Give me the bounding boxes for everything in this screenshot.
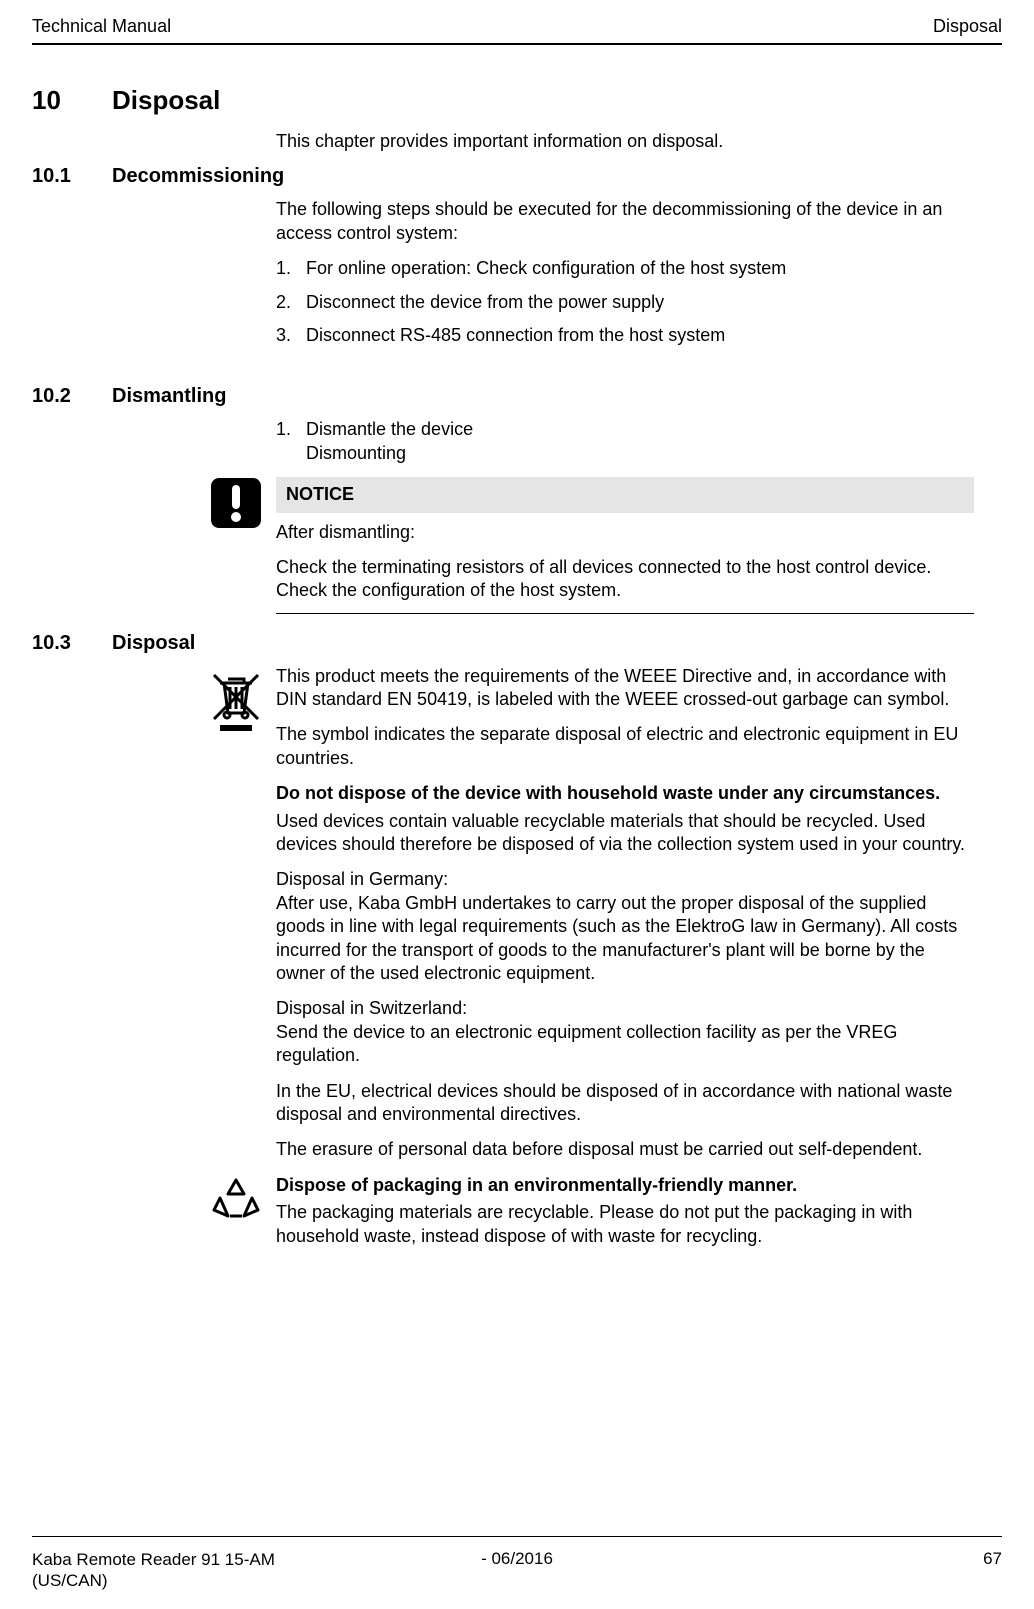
section-number: 10.3	[32, 632, 112, 655]
section-title: Decommissioning	[112, 165, 284, 188]
chapter-title: Disposal	[112, 85, 220, 116]
notice-exclamation-icon	[210, 477, 262, 529]
notice-line1: After dismantling:	[276, 521, 974, 544]
header-left: Technical Manual	[32, 16, 171, 37]
footer-left: Kaba Remote Reader 91 15-AM (US/CAN)	[32, 1549, 352, 1592]
section-body-disposal: This product meets the requirements of t…	[276, 665, 974, 1248]
chapter-intro: This chapter provides important informat…	[276, 130, 974, 153]
disposal-p5b: After use, Kaba GmbH undertakes to carry…	[276, 893, 957, 983]
step-text-line2: Dismounting	[306, 443, 406, 463]
intro-text: This chapter provides important informat…	[276, 130, 974, 153]
chapter-number: 10	[32, 85, 112, 116]
section-number: 10.1	[32, 165, 112, 188]
list-item: 2. Disconnect the device from the power …	[276, 291, 974, 314]
step-text: Disconnect RS-485 connection from the ho…	[306, 324, 725, 347]
disposal-p3-bold: Do not dispose of the device with househ…	[276, 782, 974, 805]
disposal-p6a: Disposal in Switzerland:	[276, 998, 467, 1018]
weee-icon-wrap	[206, 669, 266, 733]
list-item: 1. Dismantle the device Dismounting	[276, 418, 974, 465]
notice-line2: Check the terminating resistors of all d…	[276, 556, 974, 603]
step-number: 2.	[276, 291, 306, 314]
header-right: Disposal	[933, 16, 1002, 37]
chapter-heading: 10 Disposal	[32, 85, 1002, 116]
disposal-p2: The symbol indicates the separate dispos…	[276, 723, 974, 770]
step-number: 1.	[276, 418, 306, 465]
notice-icon-wrap	[206, 477, 266, 529]
decommissioning-lead: The following steps should be executed f…	[276, 198, 974, 245]
section-heading-dismantling: 10.2 Dismantling	[32, 385, 1002, 408]
footer-page-number: 67	[983, 1549, 1002, 1569]
section-body-dismantling: 1. Dismantle the device Dismounting NOTI…	[276, 418, 974, 613]
section-heading-decommissioning: 10.1 Decommissioning	[32, 165, 1002, 188]
disposal-p6b: Send the device to an electronic equipme…	[276, 1022, 897, 1065]
section-number: 10.2	[32, 385, 112, 408]
section-heading-disposal: 10.3 Disposal	[32, 632, 1002, 655]
step-text: Disconnect the device from the power sup…	[306, 291, 664, 314]
page-header: Technical Manual Disposal	[32, 0, 1002, 43]
disposal-p1: This product meets the requirements of t…	[276, 665, 974, 712]
step-text: Dismantle the device Dismounting	[306, 418, 473, 465]
disposal-p7: In the EU, electrical devices should be …	[276, 1080, 974, 1127]
dismantling-steps: 1. Dismantle the device Dismounting	[276, 418, 974, 465]
disposal-p8: The erasure of personal data before disp…	[276, 1138, 974, 1161]
footer-rule	[32, 1536, 1002, 1537]
disposal-p9-bold: Dispose of packaging in an environmental…	[276, 1174, 974, 1197]
section-title: Dismantling	[112, 385, 226, 408]
recycle-icon-wrap	[206, 1176, 266, 1224]
disposal-p5a: Disposal in Germany:	[276, 869, 448, 889]
content: 10 Disposal This chapter provides import…	[32, 85, 1002, 1248]
notice-label: NOTICE	[276, 477, 974, 512]
section-body-decommissioning: The following steps should be executed f…	[276, 198, 974, 347]
notice-block: NOTICE After dismantling: Check the term…	[276, 477, 974, 614]
list-item: 1. For online operation: Check configura…	[276, 257, 974, 280]
disposal-p5: Disposal in Germany: After use, Kaba Gmb…	[276, 868, 974, 985]
weee-crossed-bin-icon	[210, 669, 262, 733]
step-number: 3.	[276, 324, 306, 347]
list-item: 3. Disconnect RS-485 connection from the…	[276, 324, 974, 347]
decommissioning-steps: 1. For online operation: Check configura…	[276, 257, 974, 347]
disposal-p6: Disposal in Switzerland: Send the device…	[276, 997, 974, 1067]
section-title: Disposal	[112, 632, 195, 655]
disposal-p10: The packaging materials are recyclable. …	[276, 1201, 974, 1248]
step-number: 1.	[276, 257, 306, 280]
page-footer: Kaba Remote Reader 91 15-AM (US/CAN) - 0…	[32, 1549, 1002, 1592]
step-text-line1: Dismantle the device	[306, 419, 473, 439]
header-rule	[32, 43, 1002, 45]
recycle-icon	[210, 1176, 262, 1224]
step-text: For online operation: Check configuratio…	[306, 257, 786, 280]
disposal-p4: Used devices contain valuable recyclable…	[276, 810, 974, 857]
